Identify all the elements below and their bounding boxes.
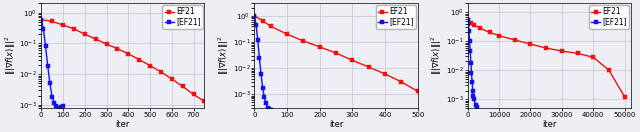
[EF21] [252,24,260,26]
EF21 [157,71,164,73]
EF21 [81,33,88,35]
[EF21] [251,15,259,17]
Line: [EF21]: [EF21] [466,18,479,109]
[EF21] [52,106,60,107]
EF21 [146,65,154,66]
EF21 [48,21,56,22]
Legend: EF21, [EF21]: EF21, [EF21] [163,5,203,29]
EF21 [259,20,266,22]
EF21 [200,101,208,102]
Y-axis label: $\||\nabla f(x)\||^2$: $\||\nabla f(x)\||^2$ [430,36,444,75]
[EF21] [254,39,262,41]
EF21 [267,25,275,27]
EF21 [189,94,197,95]
EF21 [59,24,67,26]
EF21 [251,15,259,17]
[EF21] [259,87,266,88]
[EF21] [472,104,479,105]
EF21 [495,35,503,36]
Y-axis label: $\||\nabla f(x)\||^2$: $\||\nabla f(x)\||^2$ [217,36,231,75]
[EF21] [468,81,476,82]
[EF21] [57,106,65,108]
EF21 [414,91,422,92]
[EF21] [466,40,474,42]
[EF21] [267,109,275,110]
[EF21] [465,24,472,25]
EF21 [558,50,566,52]
EF21 [70,28,77,30]
[EF21] [470,95,477,97]
[EF21] [255,57,263,59]
EF21 [573,53,581,54]
[EF21] [467,62,475,64]
[EF21] [260,96,268,98]
X-axis label: iter: iter [116,120,130,129]
[EF21] [474,106,481,108]
Legend: EF21, [EF21]: EF21, [EF21] [376,5,416,29]
[EF21] [467,50,474,52]
[EF21] [264,107,271,109]
EF21 [284,33,291,35]
Line: [EF21]: [EF21] [252,14,273,112]
Y-axis label: $\||\nabla f(x)\||^2$: $\||\nabla f(x)\||^2$ [3,36,18,75]
EF21 [467,22,475,23]
Line: EF21: EF21 [252,14,420,93]
Line: EF21: EF21 [466,18,627,99]
[EF21] [51,102,58,103]
[EF21] [470,98,478,100]
EF21 [365,66,372,68]
EF21 [349,60,356,61]
[EF21] [469,90,477,91]
Line: EF21: EF21 [39,17,207,104]
[EF21] [59,106,67,107]
EF21 [605,69,613,71]
EF21 [168,78,175,80]
EF21 [464,19,472,21]
[EF21] [48,96,56,98]
[EF21] [262,103,269,104]
EF21 [332,52,340,54]
X-axis label: iter: iter [329,120,343,129]
[EF21] [40,28,47,30]
X-axis label: iter: iter [542,120,557,129]
EF21 [511,39,518,41]
EF21 [179,86,186,87]
EF21 [589,56,597,58]
Line: [EF21]: [EF21] [39,17,65,110]
[EF21] [55,107,63,109]
[EF21] [257,73,265,75]
EF21 [542,47,550,49]
EF21 [621,96,628,98]
EF21 [135,59,143,60]
[EF21] [468,72,476,74]
[EF21] [465,30,473,32]
EF21 [486,32,493,33]
Legend: EF21, [EF21]: EF21, [EF21] [589,5,629,29]
EF21 [381,73,389,75]
EF21 [92,38,99,40]
[EF21] [46,83,54,84]
EF21 [527,43,534,45]
EF21 [37,19,45,20]
EF21 [113,48,121,49]
EF21 [300,40,307,42]
EF21 [316,46,324,48]
EF21 [397,81,405,83]
[EF21] [44,66,52,67]
[EF21] [42,46,49,47]
[EF21] [37,19,45,20]
EF21 [102,43,110,45]
EF21 [470,24,478,26]
EF21 [124,53,132,55]
EF21 [476,27,484,29]
[EF21] [464,19,472,21]
[EF21] [266,108,273,110]
